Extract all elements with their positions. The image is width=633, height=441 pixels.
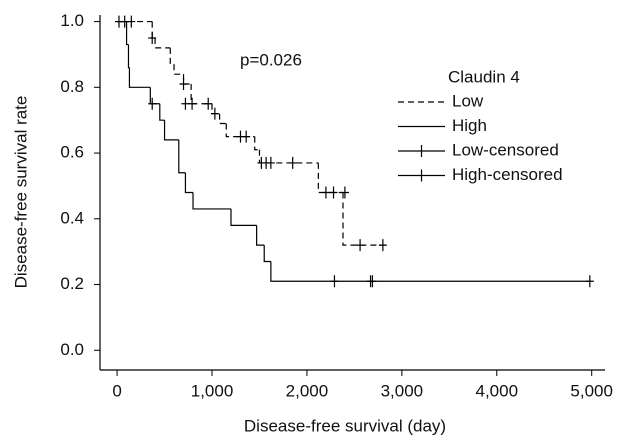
x-tick-label: 3,000 — [381, 381, 424, 400]
legend-label: High-censored — [452, 165, 563, 184]
censor-mark — [330, 275, 339, 288]
x-tick-label: 0 — [112, 381, 121, 400]
censor-mark — [368, 275, 377, 288]
annotation: p=0.026 — [240, 50, 302, 69]
censor-mark — [266, 156, 275, 169]
y-tick-label: 0.2 — [60, 274, 84, 293]
survival-step — [182, 74, 192, 85]
survival-step — [317, 162, 344, 194]
censor-mark — [204, 97, 213, 110]
survival-step — [256, 225, 265, 246]
survival-step — [169, 47, 175, 65]
censor-mark — [329, 186, 338, 199]
survival-step — [211, 103, 220, 115]
censor-mark — [210, 107, 219, 120]
censor-mark — [148, 97, 157, 110]
censor-mark — [188, 97, 197, 110]
x-tick-label: 5,000 — [570, 381, 613, 400]
y-tick-label: 0.4 — [60, 208, 84, 227]
censor-mark — [378, 239, 387, 252]
y-axis-label: Disease-free survival rate — [11, 96, 30, 289]
survival-step — [128, 67, 151, 88]
survival-step — [163, 120, 179, 141]
legend-title: Claudin 4 — [448, 67, 520, 86]
survival-step — [154, 38, 171, 49]
x-tick-label: 1,000 — [191, 381, 234, 400]
x-axis-label: Disease-free survival (day) — [244, 416, 446, 435]
survival-step — [219, 113, 227, 125]
y-tick-label: 0.8 — [60, 77, 84, 96]
censor-mark — [340, 186, 349, 199]
censor-mark — [585, 275, 594, 288]
survival-step — [270, 261, 590, 282]
legend-label: Low — [452, 91, 484, 110]
survival-step — [178, 139, 186, 174]
survival-step — [173, 64, 184, 75]
y-tick-label: 0.6 — [60, 143, 84, 162]
legend-label: High — [452, 116, 487, 135]
censor-mark — [288, 156, 297, 169]
censor-mark — [356, 239, 365, 252]
survival-step — [192, 192, 231, 210]
x-tick-label: 2,000 — [286, 381, 329, 400]
survival-step — [342, 192, 385, 246]
survival-step — [230, 208, 257, 226]
y-tick-label: 1.0 — [60, 11, 84, 30]
y-tick-label: 0.0 — [60, 340, 84, 359]
survival-step — [254, 136, 260, 151]
censor-mark — [179, 78, 188, 91]
survival-step — [127, 44, 130, 69]
survival-step — [263, 245, 271, 263]
x-tick-label: 4,000 — [476, 381, 519, 400]
survival-step — [125, 21, 129, 46]
legend-label: Low-censored — [452, 140, 559, 159]
censor-mark — [127, 15, 136, 28]
survival-step — [258, 149, 319, 164]
censor-mark — [242, 130, 251, 143]
censor-mark — [321, 186, 330, 199]
censor-mark — [148, 32, 157, 45]
survival-step — [184, 172, 194, 194]
survival-step — [151, 21, 156, 39]
survival-step — [159, 103, 165, 121]
survival-step — [190, 84, 213, 105]
